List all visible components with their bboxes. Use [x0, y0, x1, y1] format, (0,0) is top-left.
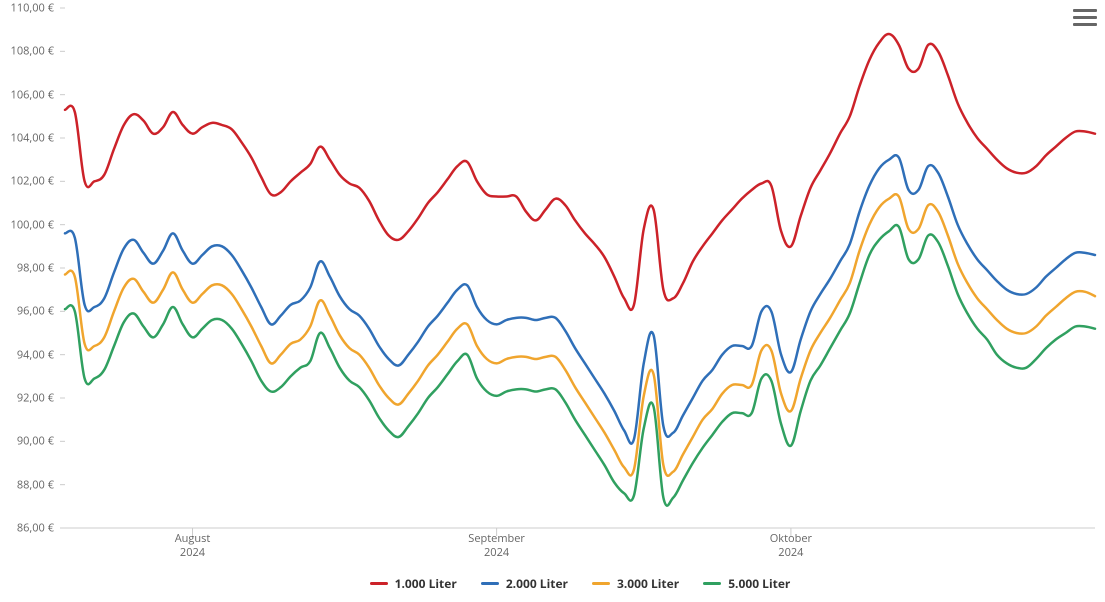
- y-tick-label: 106,00 €: [11, 87, 54, 102]
- legend: 1.000 Liter 2.000 Liter 3.000 Liter 5.000 L…: [65, 572, 1095, 592]
- y-tick-label: 96,00 €: [17, 304, 54, 319]
- y-tick-label: 102,00 €: [11, 174, 54, 189]
- legend-label: 5.000 Liter: [728, 575, 790, 592]
- y-tick-label: 90,00 €: [17, 434, 54, 449]
- y-tick-label: 110,00 €: [11, 1, 54, 16]
- legend-swatch: [370, 582, 388, 585]
- y-tick-label: 86,00 €: [17, 521, 54, 536]
- legend-swatch: [481, 582, 499, 585]
- chart-svg: [65, 8, 1095, 528]
- y-tick-label: 88,00 €: [17, 477, 54, 492]
- legend-label: 2.000 Liter: [506, 575, 568, 592]
- y-tick-label: 92,00 €: [17, 391, 54, 406]
- legend-item[interactable]: 3.000 Liter: [592, 575, 679, 592]
- y-tick-label: 94,00 €: [17, 347, 54, 362]
- legend-item[interactable]: 1.000 Liter: [370, 575, 457, 592]
- series-line: [65, 34, 1095, 310]
- series-line: [65, 155, 1095, 443]
- x-axis-labels: August2024 September2024 Oktober2024: [65, 532, 1095, 568]
- y-tick-label: 104,00 €: [11, 131, 54, 146]
- x-tick-label: September2024: [468, 532, 525, 561]
- y-tick-label: 108,00 €: [11, 44, 54, 59]
- legend-label: 3.000 Liter: [617, 575, 679, 592]
- y-axis-labels: 86,00 €88,00 €90,00 €92,00 €94,00 €96,00…: [0, 8, 60, 528]
- x-tick-label: August2024: [175, 532, 211, 561]
- plot-area: [65, 8, 1095, 528]
- price-chart: 86,00 € 88,00 € 90,00 € 92,00 € 94,00 € 96,00…: [0, 0, 1105, 602]
- legend-label: 1.000 Liter: [395, 575, 457, 592]
- legend-item[interactable]: 2.000 Liter: [481, 575, 568, 592]
- x-tick-label: Oktober2024: [770, 532, 812, 561]
- series-line: [65, 194, 1095, 476]
- legend-swatch: [592, 582, 610, 585]
- y-tick-label: 98,00 €: [17, 261, 54, 276]
- legend-swatch: [703, 582, 721, 585]
- legend-item[interactable]: 5.000 Liter: [703, 575, 790, 592]
- series-line: [65, 225, 1095, 506]
- y-tick-label: 100,00 €: [11, 217, 54, 232]
